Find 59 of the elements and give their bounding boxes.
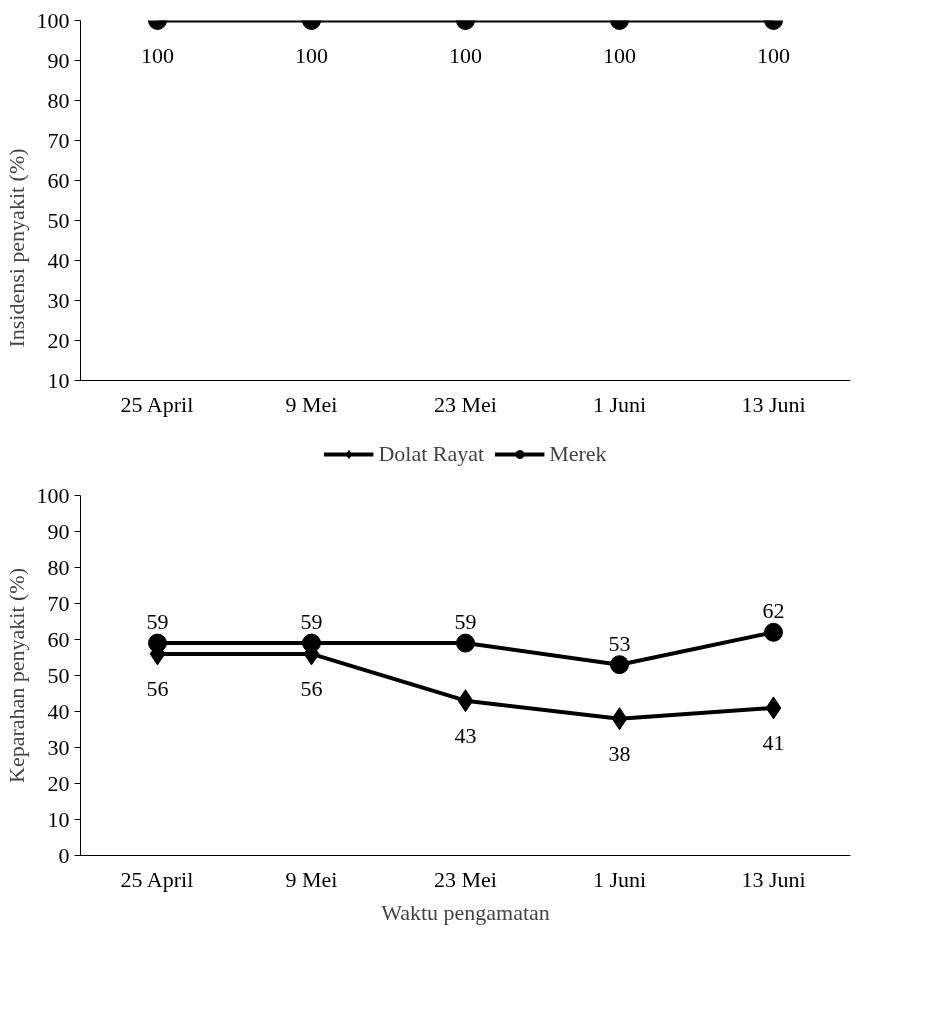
- x-axis-title: Waktu pengamatan: [381, 899, 550, 925]
- y-tick-label: 60: [47, 626, 70, 652]
- data-label: 100: [141, 42, 174, 68]
- y-tick-label: 90: [47, 518, 70, 544]
- point: [610, 655, 629, 675]
- x-tick-label: 9 Mei: [285, 391, 338, 417]
- data-label: 100: [449, 42, 482, 68]
- legend-label: Merek: [549, 441, 607, 467]
- y-tick-label: 70: [47, 127, 70, 153]
- data-label: 41: [762, 729, 785, 755]
- y-axis-title: Keparahan penyakit (%): [3, 567, 29, 783]
- x-tick-label: 13 Juni: [741, 866, 806, 892]
- y-tick-label: 100: [36, 482, 70, 508]
- x-tick-label: 1 Juni: [592, 391, 647, 417]
- data-label: 100: [603, 42, 636, 68]
- y-tick-label: 20: [47, 327, 70, 353]
- y-tick-label: 90: [47, 47, 70, 73]
- x-tick-label: 9 Mei: [285, 866, 338, 892]
- y-tick-label: 50: [47, 207, 70, 233]
- data-label: 43: [454, 722, 477, 748]
- point: [457, 689, 474, 713]
- point: [302, 633, 321, 653]
- x-tick-label: 23 Mei: [434, 866, 497, 892]
- point: [148, 633, 167, 653]
- data-label: 38: [608, 740, 631, 766]
- y-tick-label: 80: [47, 87, 70, 113]
- point: [611, 707, 628, 731]
- y-tick-label: 80: [47, 554, 70, 580]
- y-tick-label: 70: [47, 590, 70, 616]
- point: [456, 633, 475, 653]
- y-axis-title: Insidensi penyakit (%): [3, 148, 29, 348]
- data-label: 56: [146, 675, 169, 701]
- y-tick-label: 30: [47, 287, 70, 313]
- x-tick-label: 1 Juni: [592, 866, 647, 892]
- data-label: 100: [295, 42, 328, 68]
- y-tick-label: 30: [47, 734, 70, 760]
- y-tick-label: 0: [58, 842, 70, 868]
- x-tick-label: 25 April: [120, 391, 194, 417]
- y-tick-label: 50: [47, 662, 70, 688]
- y-tick-label: 100: [36, 7, 70, 33]
- y-tick-label: 10: [47, 806, 70, 832]
- y-tick-label: 10: [47, 367, 70, 393]
- data-label: 100: [757, 42, 790, 68]
- x-tick-label: 25 April: [120, 866, 194, 892]
- point: [764, 622, 783, 642]
- point: [765, 696, 782, 720]
- data-label: 59: [454, 609, 477, 635]
- y-tick-label: 60: [47, 167, 70, 193]
- y-tick-label: 40: [47, 247, 70, 273]
- y-tick-label: 20: [47, 770, 70, 796]
- data-label: 53: [608, 630, 631, 656]
- y-tick-label: 40: [47, 698, 70, 724]
- legend-label: Dolat Rayat: [378, 441, 485, 467]
- data-label: 59: [146, 609, 169, 635]
- x-tick-label: 13 Juni: [741, 391, 806, 417]
- data-label: 56: [300, 675, 323, 701]
- data-label: 62: [762, 598, 785, 624]
- data-label: 59: [300, 609, 323, 635]
- x-tick-label: 23 Mei: [434, 391, 497, 417]
